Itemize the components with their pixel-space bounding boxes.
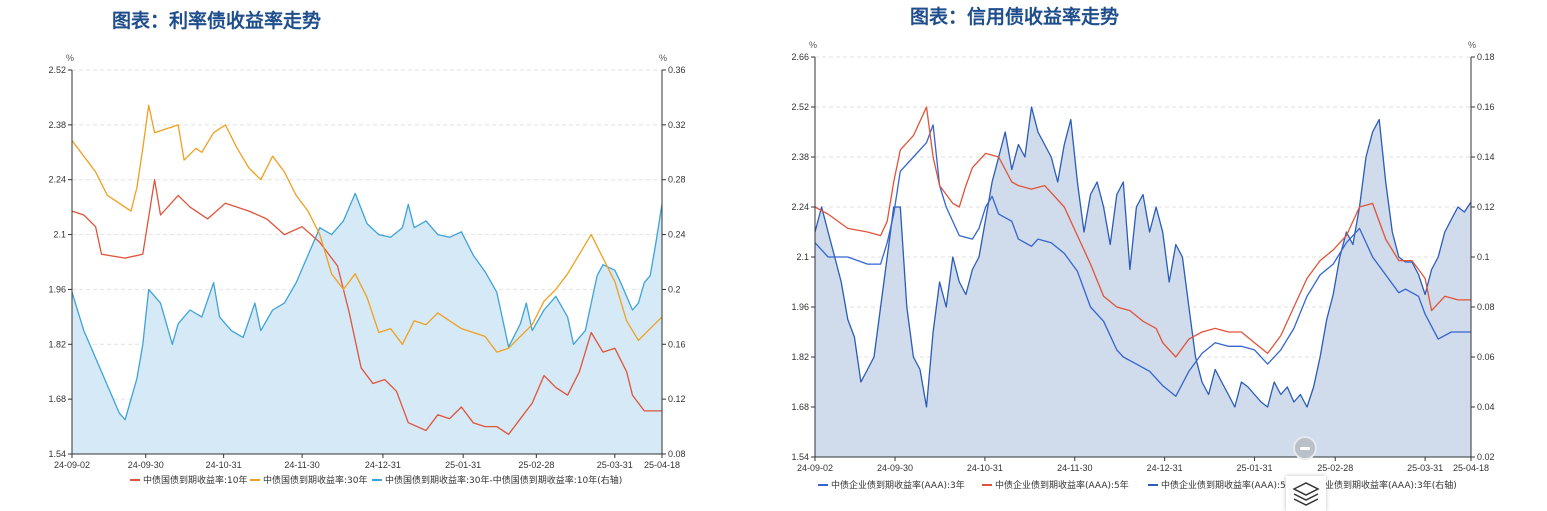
y-right-tick-label: 0.12 [1477, 202, 1495, 212]
y-right-tick-label: 0.02 [1477, 452, 1495, 462]
series-line [71, 192, 663, 421]
layers-icon[interactable] [1286, 476, 1326, 511]
legend-label: 中债企业债到期收益率(AAA):3年 [831, 479, 965, 491]
zoom-out-icon[interactable] [1293, 436, 1317, 460]
y-left-unit: % [809, 40, 817, 50]
y-left-tick-label: 1.68 [48, 394, 66, 404]
y-left-tick-label: 1.82 [48, 339, 66, 349]
legend-label: 中债企业债到期收益率(AAA):5年 [995, 479, 1129, 491]
x-tick-label: 25-01-31 [445, 460, 481, 470]
x-tick-label: 24-10-31 [206, 460, 242, 470]
y-left-tick-label: 2.52 [791, 102, 809, 112]
y-right-tick-label: 0.08 [668, 449, 686, 459]
legend-label: 中债国债到期收益率:30年 [263, 474, 368, 486]
x-tick-label: 24-12-31 [365, 460, 401, 470]
y-right-tick-label: 0.1 [1477, 252, 1490, 262]
y-right-tick-label: 0.16 [668, 339, 686, 349]
y-right-tick-label: 0.14 [1477, 152, 1495, 162]
y-left-tick-label: 2.38 [791, 152, 809, 162]
y-left-tick-label: 1.96 [48, 284, 66, 294]
y-right-tick-label: 0.16 [1477, 102, 1495, 112]
y-left-tick-label: 1.54 [48, 449, 66, 459]
right-chart-title: 图表：信用债收益率走势 [910, 6, 1120, 28]
y-left-tick-label: 1.96 [791, 302, 809, 312]
y-right-tick-label: 0.06 [1477, 352, 1495, 362]
x-tick-label: 25-02-28 [1317, 463, 1353, 473]
y-right-tick-label: 0.2 [668, 284, 681, 294]
series-line [71, 179, 662, 436]
series-line [814, 106, 1472, 408]
series-area [72, 193, 662, 454]
series-line [71, 104, 663, 353]
y-left-tick-label: 1.54 [791, 452, 809, 462]
y-right-tick-label: 0.18 [1477, 52, 1495, 62]
y-right-tick-label: 0.08 [1477, 302, 1495, 312]
y-left-unit: % [66, 53, 74, 63]
x-tick-label: 24-09-30 [877, 463, 913, 473]
legend-label: 中债国债到期收益率:10年 [143, 474, 248, 486]
y-left-tick-label: 2.52 [48, 65, 66, 75]
y-right-tick-label: 0.36 [668, 65, 686, 75]
series-area [815, 107, 1471, 457]
y-left-tick-label: 2.66 [791, 52, 809, 62]
y-right-tick-label: 0.28 [668, 175, 686, 185]
x-tick-label: 25-01-31 [1237, 463, 1273, 473]
y-left-tick-label: 2.24 [48, 175, 66, 185]
y-right-unit: % [659, 53, 667, 63]
x-tick-label: 25-04-18 [644, 460, 680, 470]
legend-label: 中债国债到期收益率:30年-中债国债到期收益率:10年(右轴) [385, 474, 622, 486]
y-right-tick-label: 0.32 [668, 120, 686, 130]
y-left-tick-label: 2.1 [53, 230, 66, 240]
x-tick-label: 24-10-31 [967, 463, 1003, 473]
y-left-tick-label: 2.1 [796, 252, 809, 262]
y-left-tick-label: 1.68 [791, 402, 809, 412]
y-right-tick-label: 0.24 [668, 230, 686, 240]
chart-credit [811, 56, 1475, 486]
x-tick-label: 24-09-02 [54, 460, 90, 470]
y-right-unit: % [1468, 40, 1476, 50]
left-chart-title: 图表：利率债收益率走势 [112, 10, 322, 32]
x-tick-label: 24-09-02 [797, 463, 833, 473]
x-tick-label: 24-09-30 [128, 460, 164, 470]
x-tick-label: 25-02-28 [518, 460, 554, 470]
y-left-tick-label: 1.82 [791, 352, 809, 362]
x-tick-label: 24-11-30 [1057, 463, 1092, 473]
x-tick-label: 25-03-31 [597, 460, 633, 470]
y-left-tick-label: 2.38 [48, 120, 66, 130]
y-right-tick-label: 0.04 [1477, 402, 1495, 412]
y-right-tick-label: 0.12 [668, 394, 686, 404]
y-left-tick-label: 2.24 [791, 202, 809, 212]
x-tick-label: 25-04-18 [1453, 463, 1489, 473]
series-line [814, 106, 1471, 358]
x-tick-label: 24-11-30 [284, 460, 319, 470]
x-tick-label: 25-03-31 [1407, 463, 1443, 473]
series-line [814, 124, 1471, 397]
x-tick-label: 24-12-31 [1147, 463, 1183, 473]
chart-rates [68, 69, 666, 481]
